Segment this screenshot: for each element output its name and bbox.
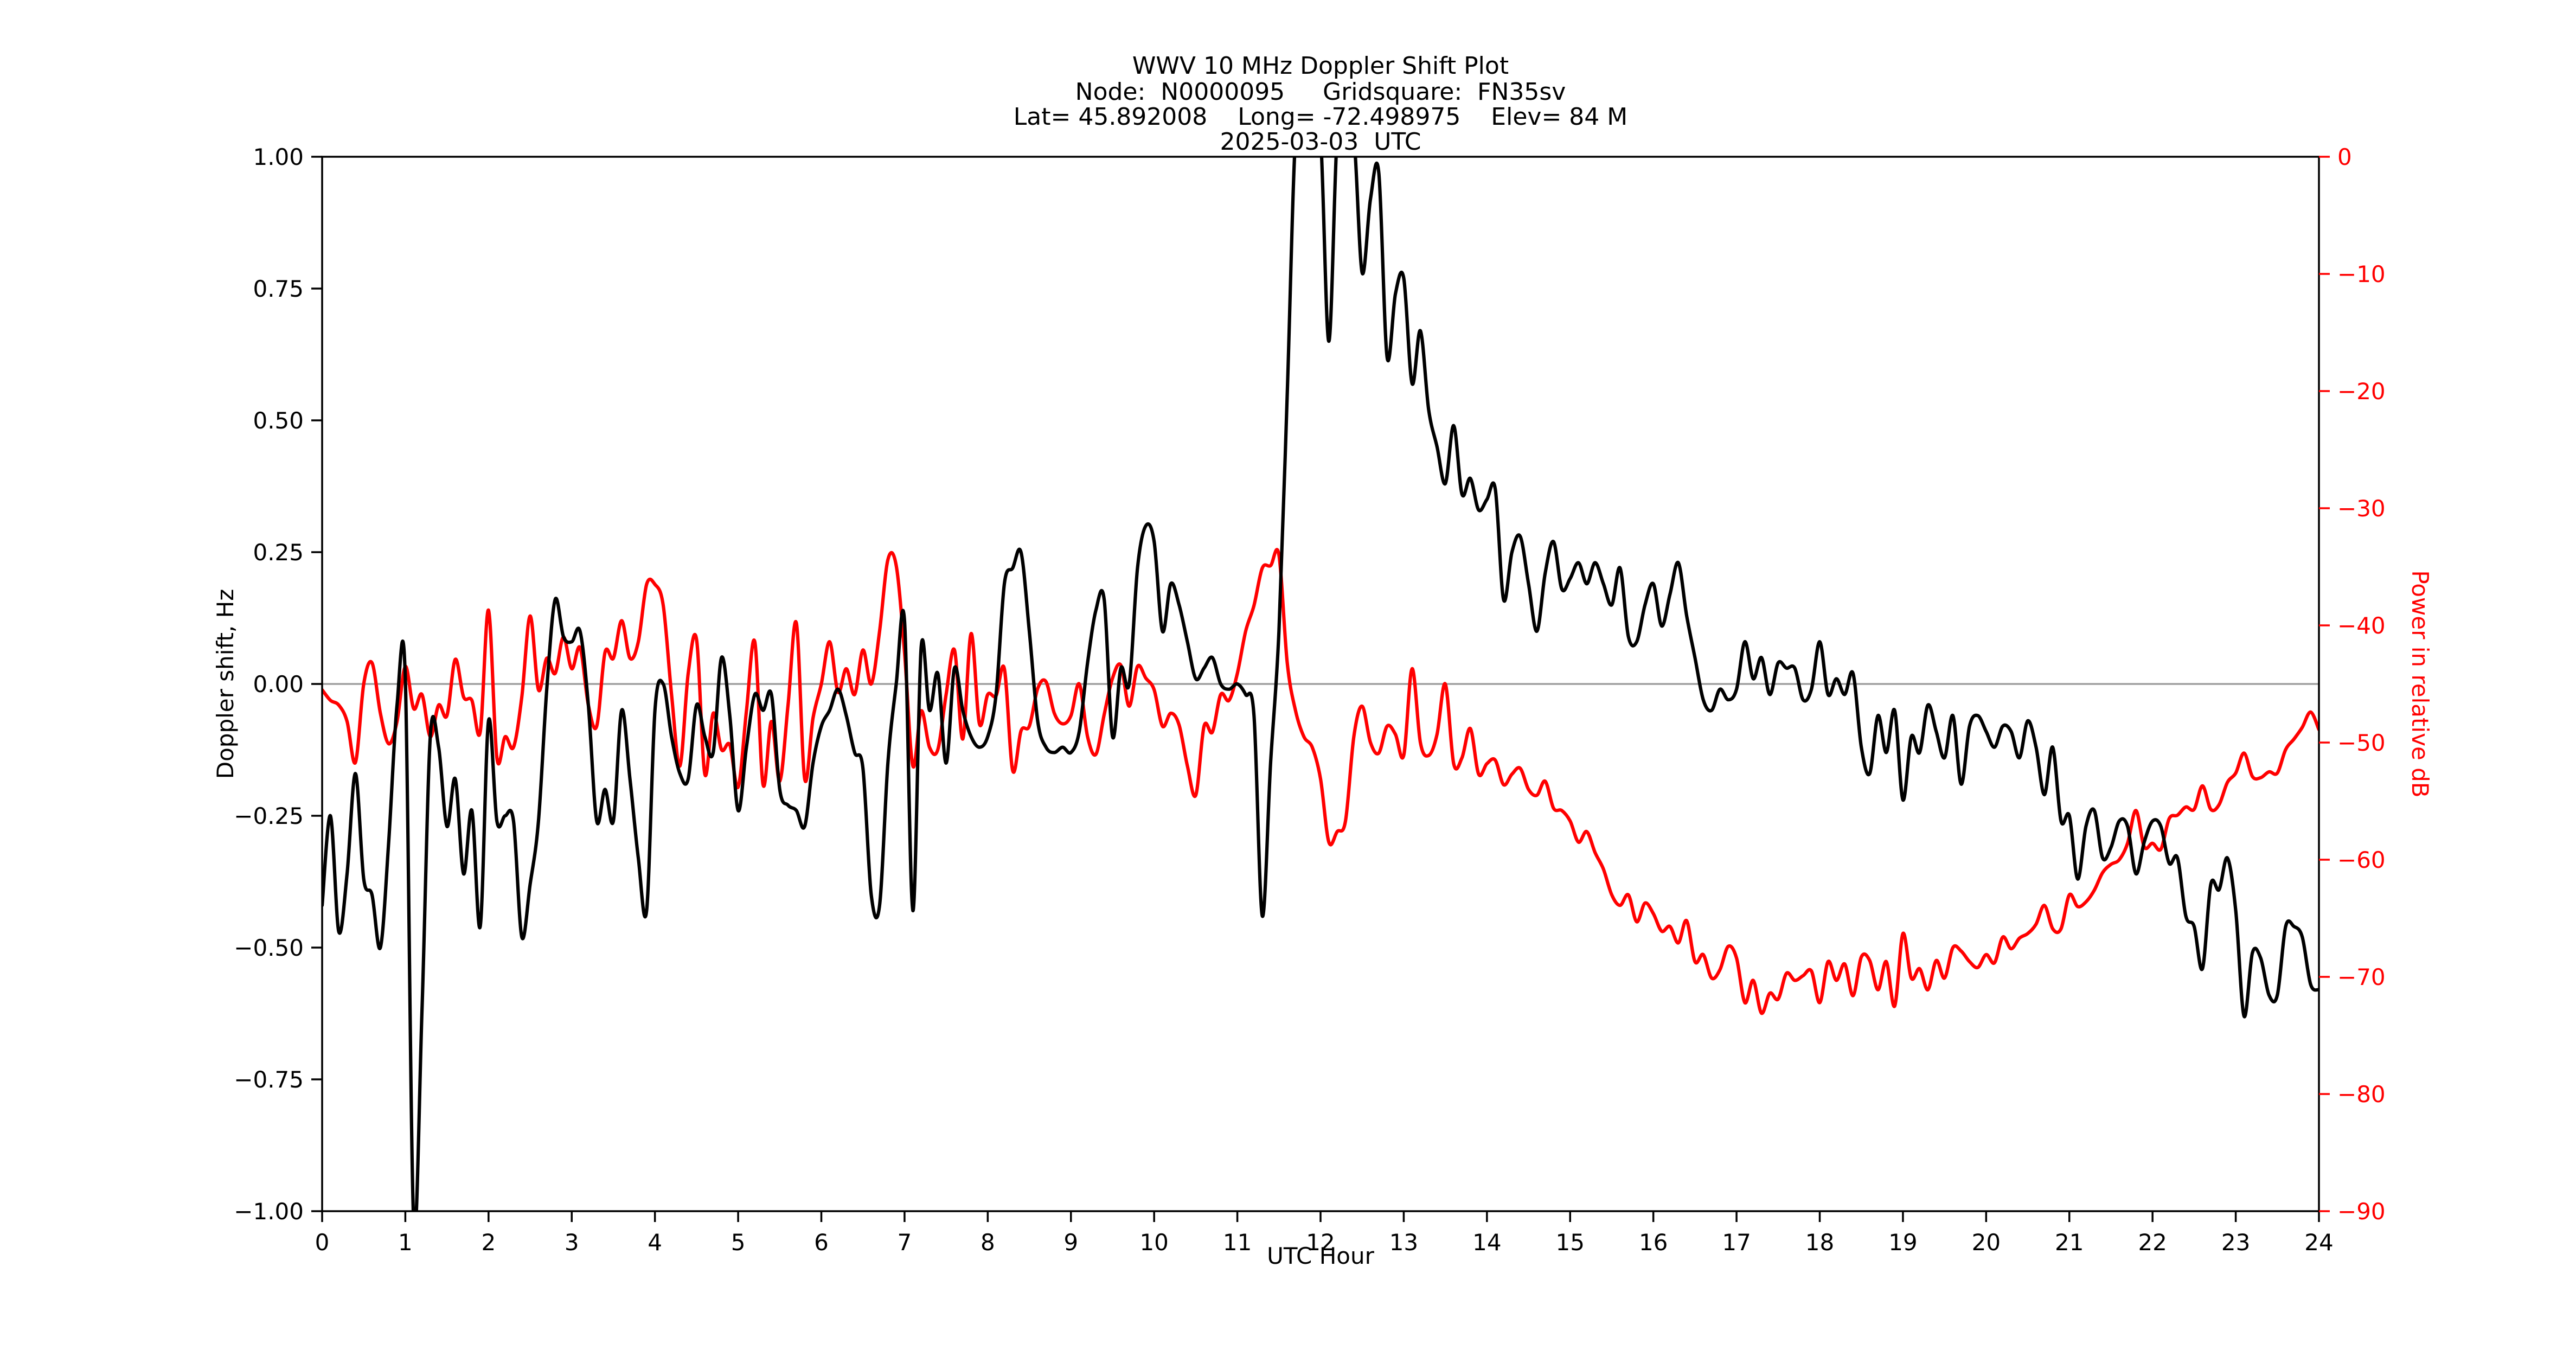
doppler-curve	[322, 157, 2319, 1211]
left-tick-label: 0.50	[253, 407, 304, 434]
x-tick-label: 4	[648, 1229, 662, 1256]
x-tick-label: 3	[565, 1229, 579, 1256]
left-tick-label: −0.75	[234, 1066, 304, 1093]
x-axis-label: UTC Hour	[1267, 1243, 1375, 1269]
right-tick-label: −70	[2337, 964, 2386, 990]
left-tick-label: 0.00	[253, 671, 304, 698]
right-tick-label: 0	[2337, 144, 2352, 170]
x-tick-label: 13	[1389, 1229, 1418, 1256]
right-tick-label: −20	[2337, 378, 2386, 405]
left-tick-label: −0.25	[234, 803, 304, 829]
right-tick-label: −80	[2337, 1081, 2386, 1108]
x-tick-label: 15	[1556, 1229, 1585, 1256]
power-curve	[322, 548, 2319, 1015]
right-tick-label: −30	[2337, 495, 2386, 522]
x-tick-label: 8	[981, 1229, 995, 1256]
left-tick-label: 1.00	[253, 144, 304, 170]
title-line-3: Lat= 45.892008 Long= -72.498975 Elev= 84…	[1014, 103, 1627, 131]
x-tick-label: 5	[731, 1229, 746, 1256]
x-tick-label: 14	[1472, 1229, 1501, 1256]
x-tick-label: 19	[1888, 1229, 1917, 1256]
x-tick-label: 20	[1972, 1229, 2001, 1256]
right-tick-label: −50	[2337, 730, 2386, 756]
x-tick-label: 16	[1639, 1229, 1668, 1256]
left-tick-label: −0.50	[234, 935, 304, 961]
right-axis-label: Power in relative dB	[2407, 570, 2433, 797]
title-line-1: WWV 10 MHz Doppler Shift Plot	[1132, 52, 1509, 80]
x-tick-label: 18	[1805, 1229, 1834, 1256]
left-axis-label: Doppler shift, Hz	[212, 589, 239, 779]
x-tick-label: 12	[1306, 1229, 1335, 1256]
x-tick-label: 11	[1223, 1229, 1252, 1256]
x-tick-label: 23	[2221, 1229, 2250, 1256]
left-tick-label: 0.25	[253, 539, 304, 566]
x-tick-label: 1	[398, 1229, 413, 1256]
right-tick-label: −40	[2337, 612, 2386, 639]
title-line-2: Node: N0000095 Gridsquare: FN35sv	[1075, 78, 1566, 106]
left-tick-label: −1.00	[234, 1198, 304, 1225]
x-tick-label: 24	[2304, 1229, 2333, 1256]
x-tick-label: 22	[2138, 1229, 2167, 1256]
right-tick-label: −60	[2337, 847, 2386, 873]
x-tick-label: 0	[315, 1229, 330, 1256]
x-tick-label: 7	[898, 1229, 912, 1256]
left-tick-label: 0.75	[253, 276, 304, 302]
x-tick-label: 17	[1722, 1229, 1751, 1256]
x-tick-label: 10	[1139, 1229, 1168, 1256]
x-tick-label: 2	[481, 1229, 496, 1256]
data-curves	[322, 157, 2319, 1211]
title-line-4: 2025-03-03 UTC	[1220, 128, 1421, 156]
x-tick-label: 9	[1063, 1229, 1078, 1256]
axes-ticks: 0 1 2 3 4 5 6 7 8 9 10 11 12 13 14 15 16 17 18 19 20 21 22 23 24…	[234, 144, 2385, 1256]
x-tick-label: 6	[814, 1229, 829, 1256]
right-tick-label: −90	[2337, 1198, 2386, 1225]
x-tick-label: 21	[2055, 1229, 2084, 1256]
right-tick-label: −10	[2337, 261, 2386, 287]
